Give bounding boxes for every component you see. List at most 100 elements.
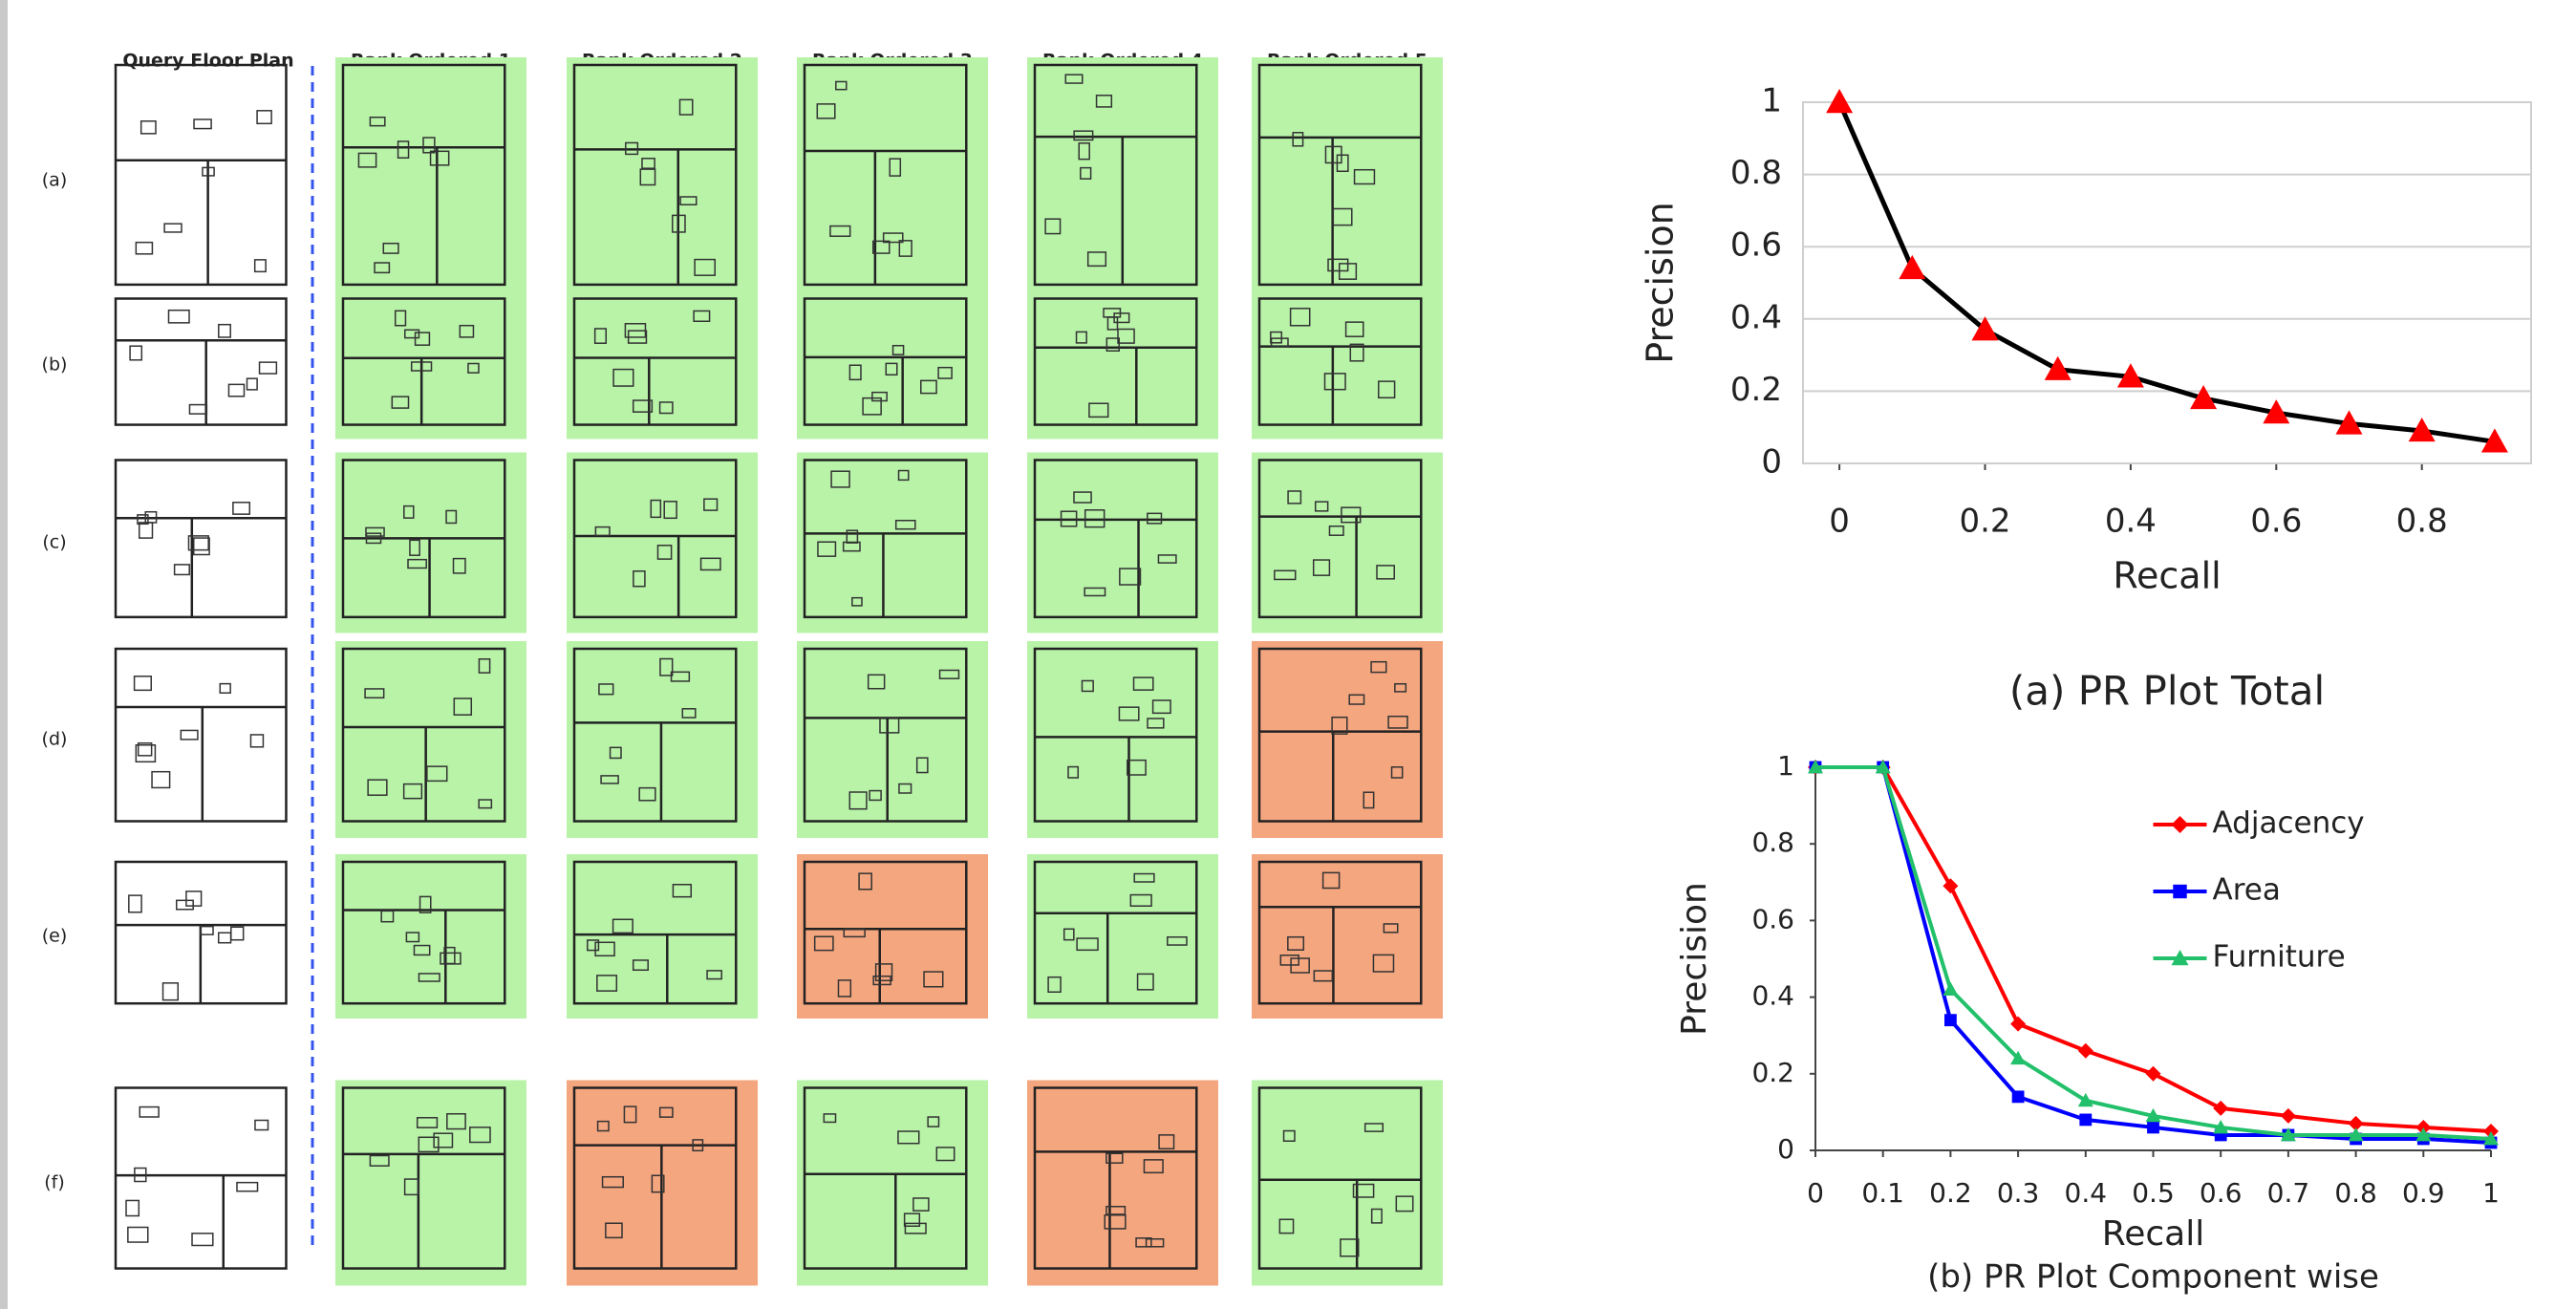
chart-title: (b) PR Plot Component wise (1927, 1258, 2379, 1297)
plan-background (335, 453, 526, 633)
furniture (135, 676, 152, 691)
x-tick-label: 0 (1829, 503, 1850, 541)
furniture (220, 684, 230, 694)
chart-title: (a) PR Plot Total (2009, 668, 2325, 715)
x-tick-label: 0.6 (2250, 503, 2302, 541)
furniture (130, 346, 141, 360)
figure: Query Floor PlanRank Ordered 1Rank Order… (0, 0, 2576, 1309)
furniture (260, 362, 277, 374)
plan-background (797, 453, 988, 633)
plan-wall (116, 1088, 286, 1269)
floor-plan (116, 862, 286, 1003)
floor-plan (116, 649, 286, 822)
furniture (129, 895, 141, 912)
furniture (136, 243, 152, 254)
y-tick-label: 0.2 (1751, 1057, 1794, 1088)
furniture (168, 311, 189, 323)
plan-background (335, 57, 526, 304)
y-tick-label: 0 (1777, 1133, 1794, 1165)
floor-plan (335, 291, 526, 440)
plan-background (1027, 1081, 1218, 1286)
x-tick-label: 0.6 (2200, 1177, 2243, 1209)
floor-plan (335, 57, 526, 304)
marker (2146, 1066, 2161, 1082)
plan-background (567, 57, 758, 304)
floor-plan (1027, 453, 1218, 633)
marker (1826, 89, 1853, 113)
furniture (126, 1200, 139, 1215)
plan-background (797, 291, 988, 440)
plan-background (335, 1081, 526, 1286)
floor-plan (1252, 453, 1443, 633)
furniture (219, 325, 230, 337)
y-tick-label: 0.6 (1751, 903, 1794, 934)
x-axis-label: Recall (2102, 1214, 2204, 1254)
furniture (175, 565, 190, 575)
legend-label: Furniture (2213, 940, 2346, 975)
plan-background (567, 291, 758, 440)
furniture (128, 1227, 148, 1242)
floor-plan (567, 854, 758, 1019)
x-tick-label: 0.7 (2267, 1177, 2310, 1209)
furniture (255, 1120, 268, 1129)
x-tick-label: 0.4 (2065, 1177, 2108, 1209)
x-tick-label: 0.8 (2396, 503, 2448, 541)
floor-plan (1027, 291, 1218, 440)
furniture (194, 538, 209, 554)
x-tick-label: 1 (2482, 1177, 2500, 1209)
floor-plan (1027, 57, 1218, 304)
row-label: (f) (44, 1172, 65, 1193)
legend-label: Adjacency (2213, 806, 2365, 841)
y-axis-label: Precision (1675, 882, 1714, 1036)
y-tick-label: 0 (1761, 443, 1782, 482)
page: Query Floor PlanRank Ordered 1Rank Order… (0, 0, 2576, 1309)
plan-background (567, 854, 758, 1019)
legend-marker (2172, 816, 2189, 833)
floor-plan (1252, 641, 1443, 838)
plan-background (1027, 453, 1218, 633)
floor-plan (567, 453, 758, 633)
furniture (228, 384, 244, 396)
y-tick-label: 0.8 (1730, 154, 1782, 192)
x-tick-label: 0.3 (1997, 1177, 2040, 1209)
x-tick-label: 0.2 (1959, 503, 2010, 541)
marker (1899, 255, 1925, 279)
y-axis-label: Precision (1640, 202, 1682, 364)
floor-plan (1252, 57, 1443, 304)
floor-plan (116, 1088, 286, 1269)
legend-marker (2173, 885, 2186, 898)
furniture (164, 224, 182, 232)
x-tick-label: 0.2 (1929, 1177, 1972, 1209)
furniture (255, 260, 266, 271)
furniture (163, 983, 179, 1000)
furniture (140, 523, 153, 538)
floor-plan (1027, 1081, 1218, 1286)
floor-plan (116, 461, 286, 617)
furniture (141, 121, 156, 134)
x-tick-label: 0.5 (2132, 1177, 2175, 1209)
floor-plan (797, 453, 988, 633)
furniture (194, 119, 211, 129)
furniture (257, 111, 271, 124)
floor-plan (797, 641, 988, 838)
marker (2147, 1122, 2159, 1134)
floor-plan (116, 65, 286, 285)
plan-background (567, 453, 758, 633)
plan-background (1252, 453, 1443, 633)
marker (2281, 1108, 2296, 1124)
left-border (0, 0, 8, 1309)
marker (1944, 1014, 1957, 1026)
x-tick-label: 0.4 (2105, 503, 2157, 541)
plan-background (1252, 854, 1443, 1019)
y-tick-label: 0.4 (1730, 298, 1782, 336)
floor-plan (797, 1081, 988, 1286)
row-label: (c) (42, 532, 66, 553)
x-axis-label: Recall (2113, 555, 2221, 597)
furniture (250, 735, 263, 747)
floor-plan (335, 453, 526, 633)
marker (2078, 1043, 2093, 1059)
legend-label: Area (2213, 873, 2281, 908)
floor-plan (1252, 1081, 1443, 1286)
floor-plan (335, 1081, 526, 1286)
furniture (247, 378, 257, 390)
